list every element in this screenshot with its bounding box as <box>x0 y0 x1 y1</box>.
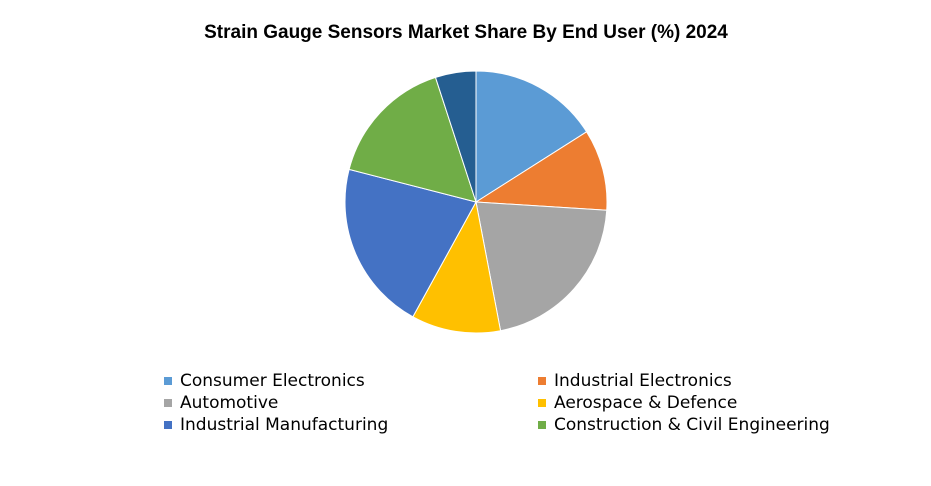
legend-swatch <box>538 377 546 385</box>
pie-slice <box>434 70 477 203</box>
legend-label: Consumer Electronics <box>180 371 365 391</box>
pie-slice <box>348 76 477 203</box>
legend-label: Industrial Electronics <box>554 371 732 391</box>
chart-title: Strain Gauge Sensors Market Share By End… <box>204 22 728 43</box>
legend-label: Industrial Manufacturing <box>180 415 388 435</box>
legend-swatch <box>164 421 172 429</box>
legend-swatch <box>538 399 546 407</box>
legend-swatch <box>164 399 172 407</box>
legend-swatch <box>538 421 546 429</box>
legend-label: Aerospace & Defence <box>554 393 737 413</box>
legend-swatch <box>164 377 172 385</box>
legend-label: Automotive <box>180 393 278 413</box>
pie-slice <box>344 168 477 318</box>
pie-slice <box>475 70 588 203</box>
pie-slice <box>474 131 608 211</box>
legend-label: Construction & Civil Engineering <box>554 415 830 435</box>
pie-slice <box>412 200 502 334</box>
pie-slice <box>475 201 608 332</box>
